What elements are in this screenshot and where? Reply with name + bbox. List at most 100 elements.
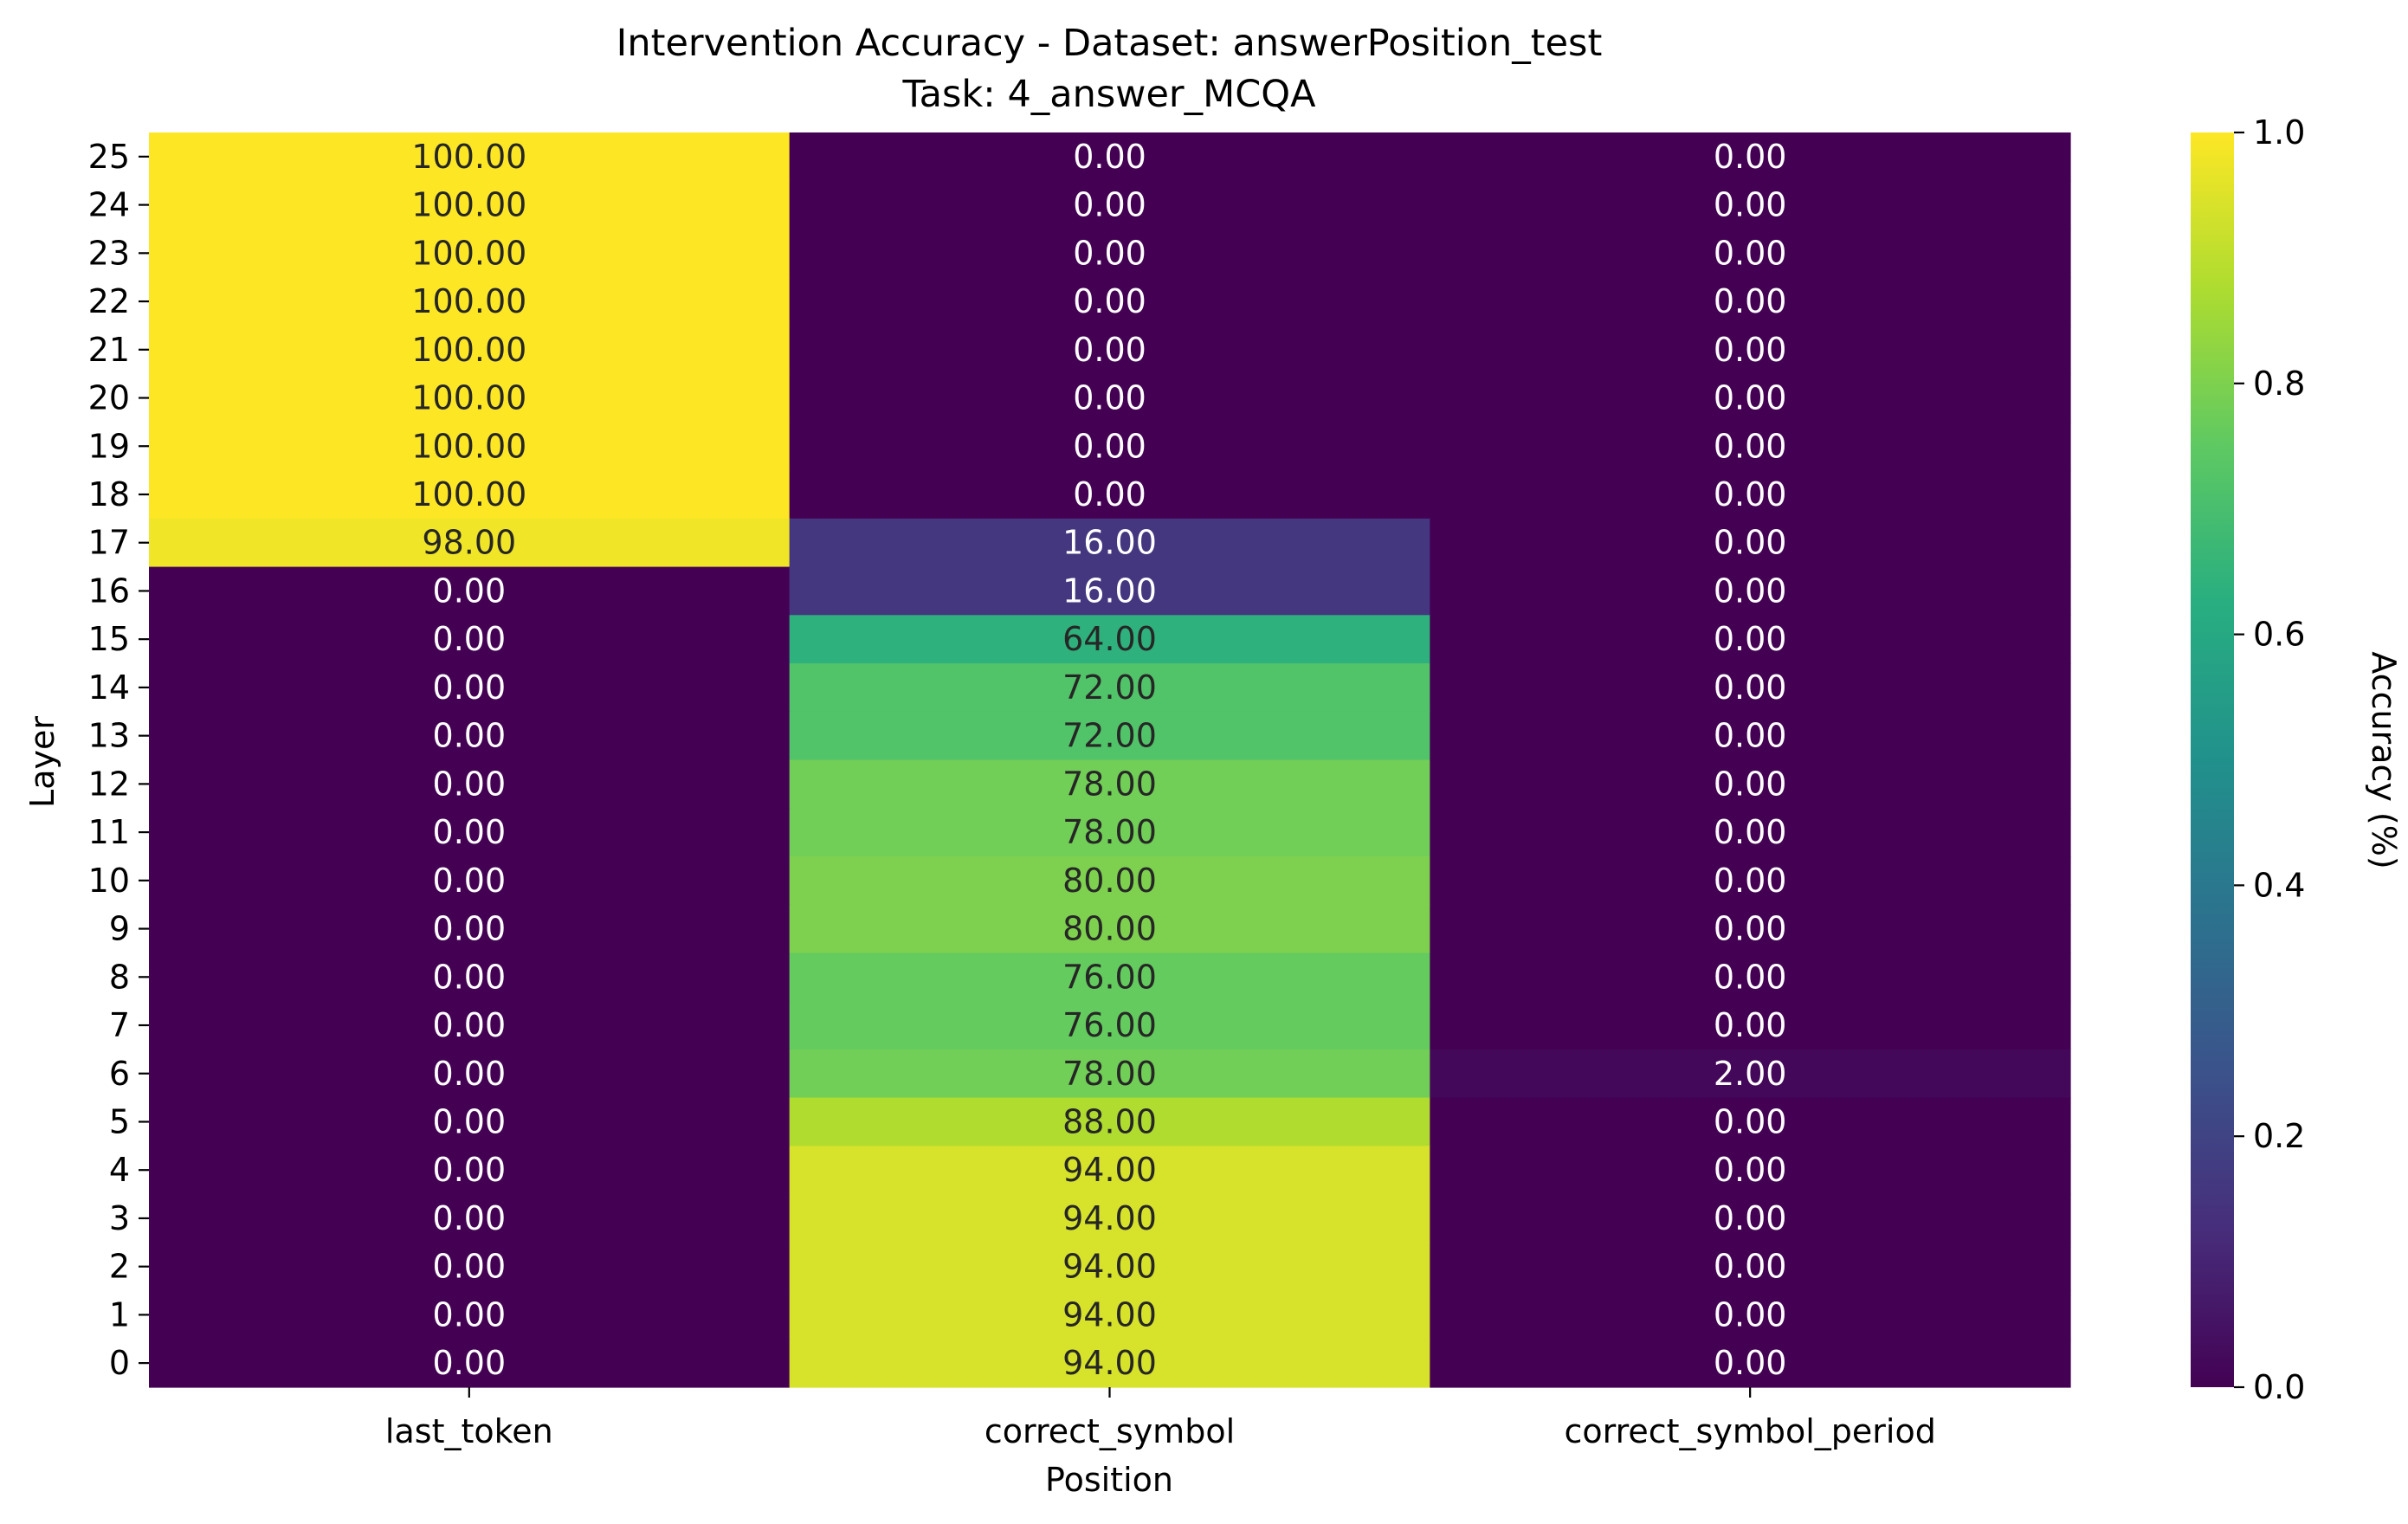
cell-value-label: 0.00 bbox=[1073, 427, 1146, 465]
heatmap-cell-0-correct_symbol bbox=[789, 1339, 1430, 1388]
heatmap-cell-22-correct_symbol bbox=[789, 277, 1430, 326]
cell-value-label: 100.00 bbox=[411, 186, 526, 224]
heatmap-cell-18-correct_symbol bbox=[789, 470, 1430, 520]
heatmap-cell-11-correct_symbol_period bbox=[1430, 808, 2071, 857]
cell-value-label: 0.00 bbox=[433, 910, 507, 948]
heatmap-cell-1-correct_symbol_period bbox=[1430, 1290, 2071, 1340]
cell-value-label: 0.00 bbox=[1073, 331, 1146, 369]
heatmap-cell-5-last_token bbox=[149, 1097, 791, 1146]
cell-value-label: 0.00 bbox=[433, 572, 507, 610]
cell-value-label: 94.00 bbox=[1062, 1344, 1157, 1382]
y-tick-label: 17 bbox=[88, 524, 130, 562]
colorbar-tick-label: 1.0 bbox=[2253, 113, 2305, 152]
heatmap-cell-24-correct_symbol bbox=[789, 180, 1430, 230]
cell-value-label: 0.00 bbox=[1714, 1102, 1787, 1140]
heatmap-cell-19-correct_symbol bbox=[789, 422, 1430, 471]
cell-value-label: 0.00 bbox=[1714, 765, 1787, 803]
heatmap-cell-17-last_token bbox=[149, 518, 791, 568]
x-tick-label: correct_symbol_period bbox=[1564, 1412, 1935, 1450]
cell-value-label: 0.00 bbox=[433, 1248, 507, 1286]
y-tick-label: 15 bbox=[88, 620, 130, 658]
heatmap-cell-14-correct_symbol_period bbox=[1430, 663, 2071, 713]
x-tick-label: correct_symbol bbox=[985, 1412, 1235, 1450]
heatmap-cell-2-last_token bbox=[149, 1242, 791, 1292]
heatmap-cell-10-last_token bbox=[149, 856, 791, 906]
heatmap-cell-16-last_token bbox=[149, 566, 791, 616]
cell-value-label: 0.00 bbox=[1073, 186, 1146, 224]
cell-value-label: 2.00 bbox=[1714, 1055, 1787, 1093]
cell-value-label: 94.00 bbox=[1062, 1151, 1157, 1189]
heatmap-cell-14-last_token bbox=[149, 663, 791, 713]
y-tick-label: 4 bbox=[109, 1151, 130, 1189]
cell-value-label: 0.00 bbox=[1714, 475, 1787, 513]
cell-value-label: 0.00 bbox=[1073, 379, 1146, 417]
heatmap-cell-8-last_token bbox=[149, 953, 791, 1002]
cell-value-label: 0.00 bbox=[1073, 138, 1146, 176]
y-tick-label: 10 bbox=[88, 862, 130, 900]
x-tick-label: last_token bbox=[385, 1412, 553, 1450]
y-tick-label: 22 bbox=[88, 282, 130, 320]
cell-value-label: 0.00 bbox=[433, 1344, 507, 1382]
heatmap-cell-22-last_token bbox=[149, 277, 791, 326]
y-tick-label: 2 bbox=[109, 1248, 130, 1286]
cell-value-label: 100.00 bbox=[411, 331, 526, 369]
heatmap-cells bbox=[149, 132, 2071, 1388]
heatmap-cell-9-last_token bbox=[149, 904, 791, 954]
heatmap-cell-16-correct_symbol bbox=[789, 566, 1430, 616]
y-tick-label: 16 bbox=[88, 572, 130, 610]
y-tick-label: 8 bbox=[109, 958, 130, 996]
cell-value-label: 76.00 bbox=[1062, 1006, 1157, 1044]
heatmap-cell-14-correct_symbol bbox=[789, 663, 1430, 713]
heatmap-cell-20-last_token bbox=[149, 373, 791, 423]
colorbar-tick-label: 0.0 bbox=[2253, 1368, 2305, 1406]
cell-value-label: 100.00 bbox=[411, 379, 526, 417]
y-tick-label: 20 bbox=[88, 379, 130, 417]
cell-value-label: 100.00 bbox=[411, 475, 526, 513]
heatmap-cell-2-correct_symbol bbox=[789, 1242, 1430, 1292]
cell-value-label: 80.00 bbox=[1062, 910, 1157, 948]
heatmap-cell-21-correct_symbol bbox=[789, 325, 1430, 375]
heatmap-cell-3-correct_symbol bbox=[789, 1194, 1430, 1243]
cell-value-label: 0.00 bbox=[433, 813, 507, 851]
heatmap-cell-4-last_token bbox=[149, 1146, 791, 1195]
cell-value-label: 0.00 bbox=[433, 765, 507, 803]
heatmap-cell-12-last_token bbox=[149, 759, 791, 809]
cell-value-label: 0.00 bbox=[433, 862, 507, 900]
cell-value-label: 0.00 bbox=[1714, 1199, 1787, 1237]
heatmap-cell-5-correct_symbol_period bbox=[1430, 1097, 2071, 1146]
cell-value-label: 0.00 bbox=[1073, 475, 1146, 513]
heatmap-cell-22-correct_symbol_period bbox=[1430, 277, 2071, 326]
cell-value-label: 88.00 bbox=[1062, 1102, 1157, 1140]
colorbar-tick-label: 0.2 bbox=[2253, 1117, 2305, 1155]
cell-value-labels: 100.00 0.00 0.00 100.00 0.00 0.00 100.00 0.00 0.… bbox=[411, 138, 1786, 1382]
cell-value-label: 0.00 bbox=[1714, 620, 1787, 658]
cell-value-label: 0.00 bbox=[433, 668, 507, 707]
y-tick-label: 12 bbox=[88, 765, 130, 803]
cell-value-label: 0.00 bbox=[433, 1151, 507, 1189]
heatmap-cell-11-last_token bbox=[149, 808, 791, 857]
heatmap-cell-16-correct_symbol_period bbox=[1430, 566, 2071, 616]
cell-value-label: 0.00 bbox=[433, 620, 507, 658]
heatmap-cell-3-correct_symbol_period bbox=[1430, 1194, 2071, 1243]
cell-value-label: 0.00 bbox=[433, 1295, 507, 1334]
colorbar bbox=[2191, 132, 2234, 1387]
cell-value-label: 0.00 bbox=[1714, 910, 1787, 948]
cell-value-label: 0.00 bbox=[1714, 958, 1787, 996]
x-axis-label: Position bbox=[1045, 1461, 1173, 1499]
heatmap-cell-19-correct_symbol_period bbox=[1430, 422, 2071, 471]
cell-value-label: 0.00 bbox=[1714, 1151, 1787, 1189]
heatmap-cell-15-correct_symbol bbox=[789, 615, 1430, 664]
cell-value-label: 80.00 bbox=[1062, 862, 1157, 900]
cell-value-label: 0.00 bbox=[1714, 138, 1787, 176]
cell-value-label: 0.00 bbox=[1714, 1006, 1787, 1044]
cell-value-label: 16.00 bbox=[1062, 572, 1157, 610]
heatmap-cell-20-correct_symbol bbox=[789, 373, 1430, 423]
cell-value-label: 0.00 bbox=[1714, 1344, 1787, 1382]
cell-value-label: 0.00 bbox=[1714, 717, 1787, 755]
y-tick-label: 5 bbox=[109, 1102, 130, 1140]
cell-value-label: 0.00 bbox=[433, 1006, 507, 1044]
y-tick-label: 13 bbox=[88, 717, 130, 755]
heatmap-cell-0-last_token bbox=[149, 1339, 791, 1388]
x-axis-ticks: last_token correct_symbol correct_symbol_p… bbox=[385, 1387, 1936, 1450]
heatmap-cell-18-last_token bbox=[149, 470, 791, 520]
